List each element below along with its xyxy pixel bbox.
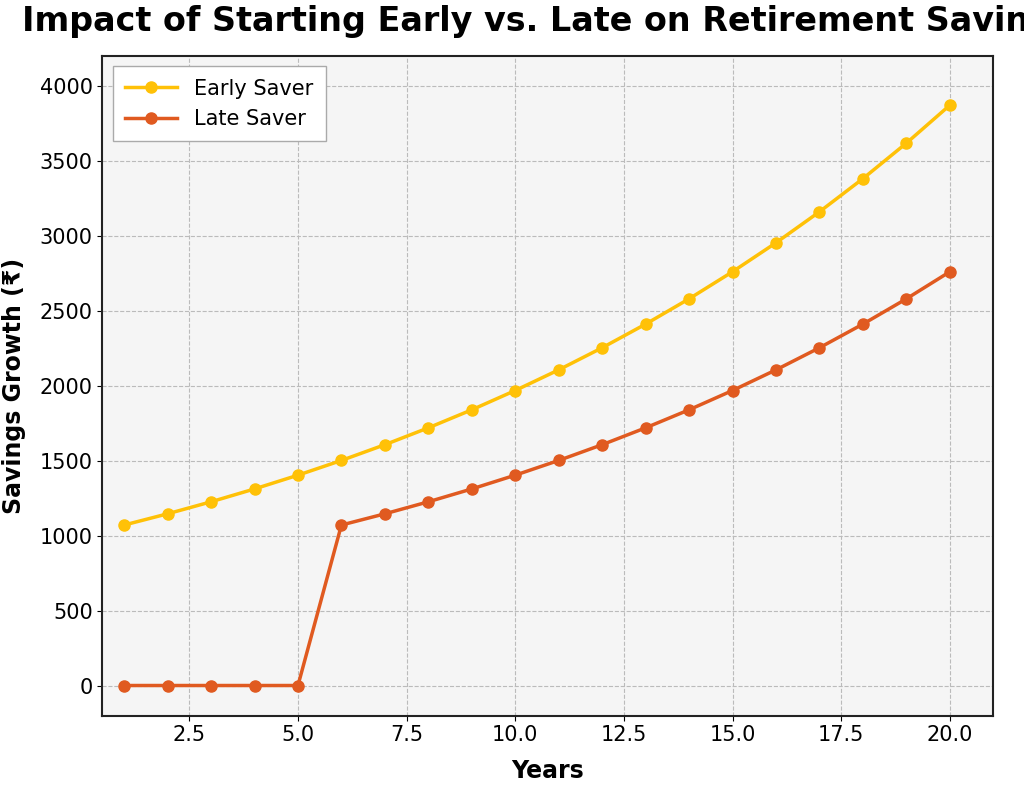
Late Saver (292, 681, 304, 690)
Early Saver (683, 294, 695, 304)
Late Saver (683, 405, 695, 414)
Title: Impact of Starting Early vs. Late on Retirement Savings: Impact of Starting Early vs. Late on Ret… (23, 5, 1024, 37)
Early Saver (770, 238, 782, 247)
Early Saver (292, 471, 304, 480)
Early Saver (162, 509, 174, 518)
Late Saver (205, 681, 217, 690)
Y-axis label: Savings Growth (₹): Savings Growth (₹) (2, 258, 26, 514)
Late Saver (639, 423, 651, 432)
Early Saver (944, 100, 956, 110)
Early Saver (900, 138, 912, 148)
Late Saver (770, 365, 782, 374)
Late Saver (596, 440, 608, 449)
Late Saver (162, 681, 174, 690)
Early Saver (422, 423, 434, 432)
Early Saver (509, 386, 521, 395)
Early Saver (205, 497, 217, 506)
Line: Late Saver: Late Saver (119, 266, 955, 691)
Late Saver (118, 681, 130, 690)
Late Saver (900, 294, 912, 304)
Late Saver (726, 386, 738, 395)
Early Saver (379, 440, 391, 449)
Early Saver (249, 484, 261, 494)
Late Saver (509, 471, 521, 480)
Early Saver (118, 520, 130, 529)
Late Saver (944, 267, 956, 277)
Early Saver (335, 456, 347, 465)
Late Saver (857, 320, 869, 329)
Early Saver (466, 405, 478, 414)
Early Saver (726, 267, 738, 277)
Late Saver (379, 509, 391, 518)
Early Saver (553, 365, 565, 374)
Legend: Early Saver, Late Saver: Early Saver, Late Saver (113, 66, 326, 142)
Late Saver (466, 484, 478, 494)
Late Saver (422, 497, 434, 506)
Late Saver (335, 520, 347, 529)
Early Saver (596, 343, 608, 352)
Early Saver (813, 207, 825, 216)
Line: Early Saver: Early Saver (119, 99, 955, 530)
Early Saver (857, 174, 869, 184)
X-axis label: Years: Years (511, 759, 585, 783)
Late Saver (813, 343, 825, 352)
Late Saver (249, 681, 261, 690)
Late Saver (553, 456, 565, 465)
Early Saver (639, 320, 651, 329)
